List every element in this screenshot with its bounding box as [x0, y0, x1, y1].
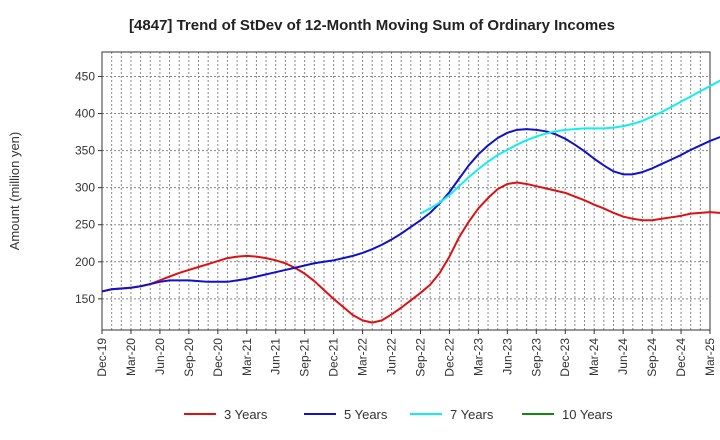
- x-tick-label: Mar-21: [240, 338, 254, 376]
- x-tick-label: Dec-22: [442, 338, 456, 377]
- legend: 3 Years 5 Years 7 Years 10 Years: [184, 407, 613, 422]
- y-tick-label: 400: [75, 107, 95, 121]
- y-tick-label: 450: [75, 69, 95, 83]
- y-tick-label: 250: [75, 218, 95, 232]
- legend-label: 5 Years: [344, 407, 388, 422]
- legend-label: 3 Years: [224, 407, 268, 422]
- x-tick-label: Jun-24: [616, 338, 630, 375]
- y-axis-ticks: 150 200 250 300 350 400 450: [75, 69, 102, 306]
- x-tick-label: Sep-23: [529, 338, 543, 377]
- x-tick-label: Sep-21: [298, 338, 312, 377]
- y-tick-label: 350: [75, 144, 95, 158]
- series-line-3-years: [101, 181, 720, 324]
- x-tick-label: Jun-22: [385, 338, 399, 375]
- x-tick-label: Dec-24: [674, 338, 688, 377]
- x-tick-label: Mar-22: [356, 338, 370, 376]
- x-tick-label: Dec-21: [327, 338, 341, 377]
- y-tick-label: 300: [75, 181, 95, 195]
- series-line-5-years: [101, 128, 720, 293]
- y-tick-label: 150: [75, 292, 95, 306]
- x-tick-label: Sep-20: [182, 338, 196, 377]
- x-tick-label: Sep-22: [413, 338, 427, 377]
- series-lines: [101, 79, 720, 324]
- x-tick-label: Dec-20: [211, 338, 225, 377]
- y-tick-label: 200: [75, 255, 95, 269]
- y-axis-label: Amount (million yen): [7, 132, 22, 251]
- x-tick-label: Dec-19: [95, 338, 109, 377]
- x-tick-label: Dec-23: [558, 338, 572, 377]
- x-axis-ticks: Dec-19 Mar-20 Jun-20 Sep-20 Dec-20 Mar-21 Jun-…: [95, 330, 717, 377]
- x-tick-label: Sep-24: [645, 338, 659, 377]
- x-tick-label: Mar-20: [124, 338, 138, 376]
- chart-title: [4847] Trend of StDev of 12-Month Moving…: [129, 17, 615, 34]
- x-tick-label: Jun-21: [269, 338, 283, 375]
- x-tick-label: Jun-20: [153, 338, 167, 375]
- grid-lines: [102, 52, 710, 330]
- x-tick-label: Jun-23: [500, 338, 514, 375]
- x-tick-label: Mar-25: [703, 338, 717, 376]
- plot-frame: [101, 51, 711, 331]
- legend-label: 10 Years: [562, 407, 613, 422]
- series-line-7-years: [420, 79, 720, 215]
- legend-label: 7 Years: [450, 407, 494, 422]
- x-tick-label: Mar-24: [587, 338, 601, 376]
- x-tick-label: Mar-23: [471, 338, 485, 376]
